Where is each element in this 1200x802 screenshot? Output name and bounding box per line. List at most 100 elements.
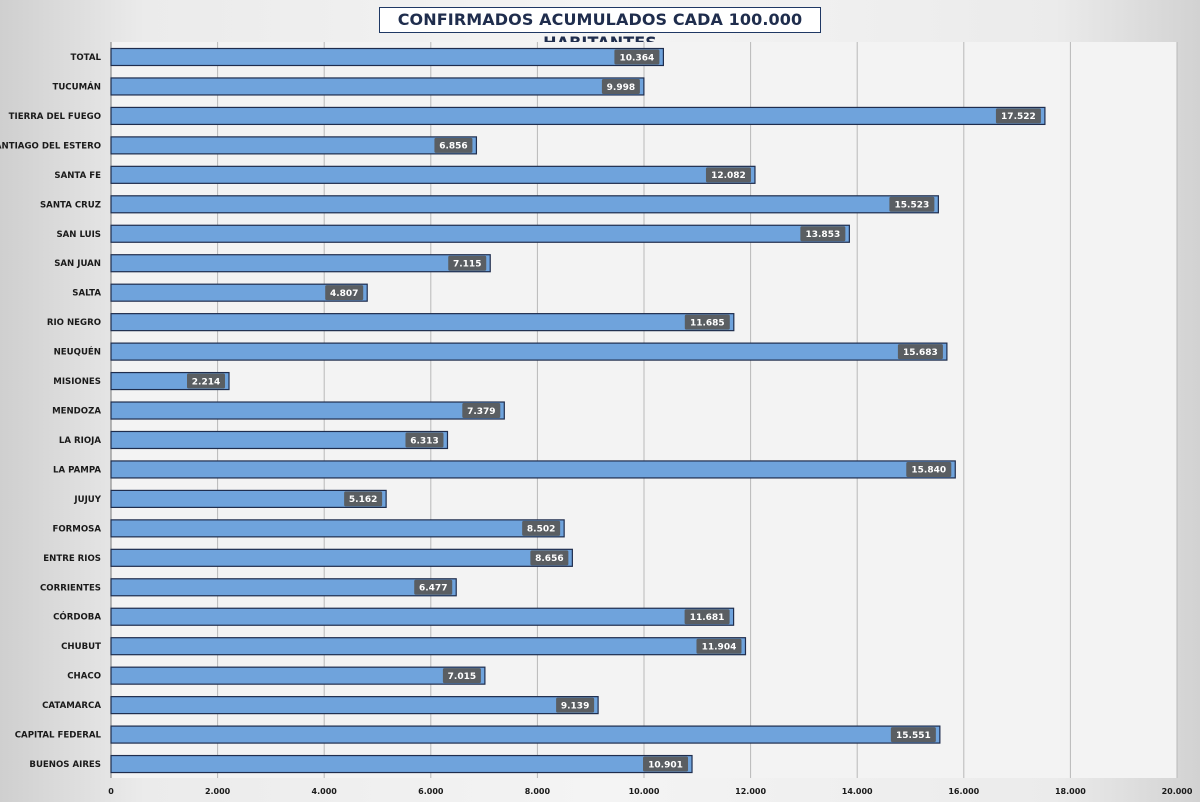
value-label-box xyxy=(462,403,501,419)
value-label-box xyxy=(187,373,226,389)
value-label: 10.901 xyxy=(648,760,683,770)
bar xyxy=(110,489,387,508)
value-label: 11.904 xyxy=(702,643,737,653)
x-tick-label: 18.000 xyxy=(1055,787,1086,796)
bar xyxy=(110,460,956,479)
value-label: 8.656 xyxy=(535,554,563,564)
x-tick-label: 8.000 xyxy=(525,787,551,796)
value-label-box xyxy=(344,491,383,507)
bar xyxy=(110,519,565,538)
value-label: 7.015 xyxy=(448,672,476,682)
bar xyxy=(110,696,599,715)
value-label-box xyxy=(696,638,742,654)
value-label-box xyxy=(556,697,595,713)
value-label-box xyxy=(684,314,730,330)
category-label: CATAMARCA xyxy=(42,701,101,711)
x-tick-label: 0 xyxy=(108,787,114,796)
x-tick-label: 10.000 xyxy=(629,787,660,796)
value-labels: 10.364 9.998 17.522 6.856 12.082 15.523 13.853… xyxy=(187,49,1041,772)
value-label: 11.685 xyxy=(690,318,725,328)
value-label: 7.115 xyxy=(453,260,481,270)
bar xyxy=(110,106,1046,126)
value-label-box xyxy=(643,756,689,772)
value-label-box xyxy=(889,196,935,212)
value-label: 6.477 xyxy=(419,584,447,594)
value-label: 11.681 xyxy=(690,613,725,623)
value-label: 6.313 xyxy=(410,436,438,446)
bar xyxy=(110,401,505,420)
category-label: SALTA xyxy=(72,289,101,299)
bar xyxy=(110,430,449,450)
x-tick-label: 4.000 xyxy=(312,787,338,796)
category-label: CHUBUT xyxy=(61,642,101,652)
value-label: 9.998 xyxy=(607,83,635,93)
value-label-box xyxy=(434,137,473,153)
category-label: BUENOS AIRES xyxy=(29,760,101,770)
value-label-box xyxy=(705,167,751,183)
value-label: 13.853 xyxy=(805,230,840,240)
bar xyxy=(110,725,941,744)
x-tick-label: 20.000 xyxy=(1162,787,1193,796)
value-label-box xyxy=(614,49,660,65)
category-label: CÓRDOBA xyxy=(53,611,101,623)
bar xyxy=(110,578,457,597)
x-tick-label: 14.000 xyxy=(842,787,873,796)
x-axis: 0 2.000 4.000 6.000 8.000 10.000 12.000 14.000 1… xyxy=(108,787,1193,796)
x-tick-label: 16.000 xyxy=(948,787,979,796)
bar xyxy=(110,254,491,273)
category-label: RIO NEGRO xyxy=(47,318,101,328)
value-label: 4.807 xyxy=(330,289,358,299)
bar xyxy=(110,637,747,656)
bar xyxy=(110,165,756,184)
bar xyxy=(110,548,573,567)
x-tick-label: 2.000 xyxy=(205,787,231,796)
value-label: 6.856 xyxy=(439,142,467,152)
value-label: 5.162 xyxy=(349,495,377,505)
x-tick-label: 12.000 xyxy=(735,787,766,796)
value-label: 15.683 xyxy=(903,348,938,358)
value-label-box xyxy=(530,550,569,566)
category-label: SANTIAGO DEL ESTERO xyxy=(0,141,101,151)
value-label: 10.364 xyxy=(620,53,655,63)
bar xyxy=(110,283,368,302)
value-label: 2.214 xyxy=(192,377,220,387)
bar xyxy=(110,666,486,685)
chart-title: CONFIRMADOS ACUMULADOS CADA 100.000 HABI… xyxy=(379,7,821,52)
value-label-box xyxy=(906,461,952,477)
value-label: 9.139 xyxy=(561,701,589,711)
value-label-box xyxy=(995,108,1041,124)
value-label: 15.551 xyxy=(896,731,931,741)
bar xyxy=(110,195,939,214)
bar xyxy=(110,224,850,243)
value-label-box xyxy=(442,668,481,684)
value-label: 17.522 xyxy=(1001,112,1036,122)
value-label-box xyxy=(897,344,943,360)
category-label: SAN JUAN xyxy=(54,259,101,269)
value-label: 7.379 xyxy=(467,407,495,417)
bar xyxy=(110,607,735,626)
category-label: CORRIENTES xyxy=(40,583,101,593)
value-label: 12.082 xyxy=(711,171,746,181)
value-label-box xyxy=(448,255,487,271)
category-label: CHACO xyxy=(67,672,101,682)
bar xyxy=(110,77,645,96)
value-label-box xyxy=(405,432,444,448)
category-label: JUJUY xyxy=(73,495,101,505)
value-label: 8.502 xyxy=(527,525,555,535)
bar xyxy=(110,754,693,774)
category-label: SANTA FE xyxy=(54,171,101,181)
bars xyxy=(110,47,1046,774)
value-label-box xyxy=(414,579,453,595)
category-label: FORMOSA xyxy=(53,524,102,534)
category-label: MENDOZA xyxy=(52,407,101,417)
category-label: LA PAMPA xyxy=(53,465,101,475)
bar xyxy=(110,313,735,332)
category-label: NEUQUÉN xyxy=(54,346,101,358)
value-label-box xyxy=(601,78,640,94)
category-label: TUCUMÁN xyxy=(52,80,101,92)
category-label: SAN LUIS xyxy=(56,230,101,240)
value-label: 15.840 xyxy=(911,466,946,476)
category-label: LA RIOJA xyxy=(59,436,101,446)
bar xyxy=(110,47,665,67)
x-tick-label: 6.000 xyxy=(418,787,444,796)
